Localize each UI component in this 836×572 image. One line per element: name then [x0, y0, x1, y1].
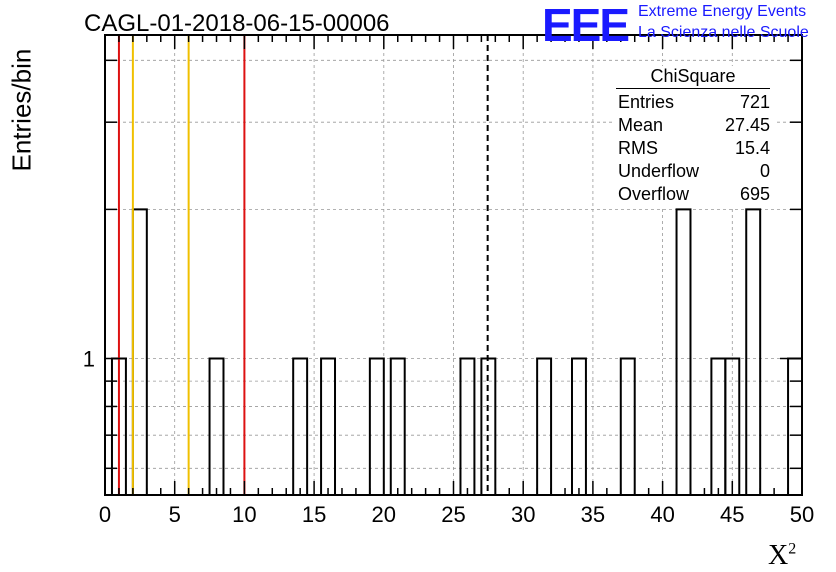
histogram-bin — [710, 357, 727, 495]
stats-value: 721 — [739, 92, 770, 112]
stats-box: ChiSquare Entries 721 Mean 27.45 RMS 15.4 Unde… — [612, 66, 774, 206]
stats-label: RMS — [618, 138, 658, 158]
x-tick-label: 10 — [232, 502, 256, 527]
stats-label: Overflow — [618, 184, 690, 204]
y-tick-label: 1 — [83, 346, 95, 371]
x-axis-label-exponent: 2 — [788, 540, 797, 558]
stats-row: Overflow 695 — [612, 183, 774, 206]
x-tick-label: 35 — [581, 502, 605, 527]
x-tick-label: 25 — [441, 502, 465, 527]
eee-logo: EEE — [542, 0, 630, 51]
x-tick-label: 40 — [650, 502, 674, 527]
chart-title: CAGL-01-2018-06-15-00006 — [84, 10, 390, 37]
histogram-bin — [320, 357, 337, 495]
stats-row: Underflow 0 — [612, 160, 774, 183]
x-tick-label: 5 — [169, 502, 181, 527]
stats-row: Entries 721 — [612, 91, 774, 114]
histogram-bin — [459, 357, 476, 495]
histogram-bin — [208, 357, 225, 495]
histogram-bin — [368, 357, 385, 495]
histogram-bin — [724, 357, 741, 495]
stats-label: Entries — [618, 92, 675, 112]
stats-value: 0 — [759, 161, 770, 181]
histogram-bin — [675, 208, 692, 495]
histogram-bin — [570, 357, 587, 495]
histogram-bin — [131, 208, 148, 495]
logo-caption-line2: La Scienza nelle Scuole — [638, 24, 809, 41]
stats-title: ChiSquare — [616, 66, 770, 89]
x-tick-label: 30 — [511, 502, 535, 527]
y-axis-label: Entries/bin — [6, 48, 37, 172]
histogram-bin — [787, 357, 803, 495]
x-axis-label: X2 — [768, 540, 796, 572]
stats-label: Mean — [618, 115, 664, 135]
histogram-bin — [536, 357, 553, 495]
x-tick-label: 0 — [99, 502, 111, 527]
x-tick-label: 15 — [302, 502, 326, 527]
x-tick-label: 20 — [372, 502, 396, 527]
histogram-bin — [389, 357, 406, 495]
histogram-bin — [292, 357, 309, 495]
histogram-bin — [619, 357, 636, 495]
logo-caption-line1: Extreme Energy Events — [638, 3, 807, 20]
stats-value: 15.4 — [734, 138, 770, 158]
stats-row: RMS 15.4 — [612, 137, 774, 160]
stats-value: 27.45 — [724, 115, 770, 135]
x-tick-label: 45 — [720, 502, 744, 527]
stats-label: Underflow — [618, 161, 700, 181]
stats-rows: Entries 721 Mean 27.45 RMS 15.4 Underflow 0 Over… — [612, 91, 774, 206]
x-axis-label-symbol: X — [768, 540, 789, 571]
stats-row: Mean 27.45 — [612, 114, 774, 137]
histogram-bin — [745, 208, 762, 495]
stats-value: 695 — [739, 184, 770, 204]
x-tick-label: 50 — [790, 502, 814, 527]
